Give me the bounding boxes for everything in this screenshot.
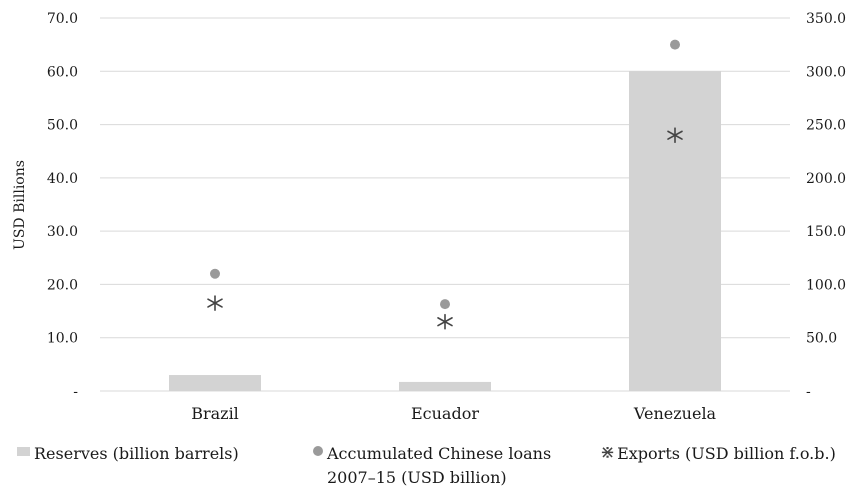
loan-dot <box>210 268 220 279</box>
left-tick-label: 40.0 <box>47 171 78 187</box>
right-tick-label: 200.0 <box>806 171 846 187</box>
left-tick-label: 30.0 <box>47 224 78 240</box>
legend-item-exports: ⋇ Exports (USD billion f.o.b.) <box>600 442 836 466</box>
legend-swatch-loans <box>313 446 323 456</box>
left-tick-label: 70.0 <box>47 11 78 27</box>
legend-label-loans-line2: 2007–15 (USD billion) <box>327 468 507 487</box>
legend-item-reserves: Reserves (billion barrels) <box>17 442 239 466</box>
legend: Reserves (billion barrels) Accumulated C… <box>0 440 858 494</box>
right-tick-label: 250.0 <box>806 118 846 134</box>
left-tick-label: 50.0 <box>47 118 78 134</box>
right-tick-label: 150.0 <box>806 224 846 240</box>
export-star <box>667 127 683 144</box>
loan-dot <box>440 299 450 310</box>
category-label: Ecuador <box>411 404 479 423</box>
left-tick-label: 60.0 <box>47 64 78 80</box>
bars <box>169 71 721 392</box>
bar <box>169 375 261 391</box>
legend-label-loans-line1: Accumulated Chinese loans <box>327 444 552 463</box>
legend-swatch-reserves <box>17 446 30 456</box>
legend-item-loans: Accumulated Chinese loans 2007–15 (USD bi… <box>313 442 551 490</box>
right-tick-label: 100.0 <box>806 277 846 293</box>
bar <box>629 71 721 392</box>
bar <box>399 381 491 391</box>
right-tick-label: 350.0 <box>806 11 846 27</box>
category-label: Brazil <box>191 404 239 423</box>
right-tick-label: - <box>806 384 811 400</box>
loan-dot <box>670 39 680 50</box>
right-axis-ticks: - 50.0 100.0 150.0 200.0 250.0 300.0 350.0 <box>806 11 846 400</box>
y-axis-title: USD Billions <box>12 160 28 250</box>
export-star <box>437 313 453 330</box>
export-star <box>207 295 223 311</box>
left-tick-label: 10.0 <box>47 331 78 347</box>
left-tick-label: 20.0 <box>47 277 78 293</box>
category-label: Venezuela <box>633 404 717 423</box>
right-tick-label: 300.0 <box>806 64 846 80</box>
legend-label-reserves: Reserves (billion barrels) <box>34 444 239 463</box>
right-tick-label: 50.0 <box>806 331 837 347</box>
grid-lines <box>100 17 790 392</box>
category-labels: Brazil Ecuador Venezuela <box>191 404 716 423</box>
markers <box>207 39 683 330</box>
chart-svg: - 10.0 20.0 30.0 40.0 50.0 60.0 70.0 - 50.0 100.0… <box>12 11 846 423</box>
legend-swatch-exports: ⋇ <box>600 441 616 463</box>
left-tick-label: - <box>73 384 78 400</box>
left-axis-ticks: - 10.0 20.0 30.0 40.0 50.0 60.0 70.0 <box>47 11 78 400</box>
legend-label-exports: Exports (USD billion f.o.b.) <box>617 444 836 463</box>
